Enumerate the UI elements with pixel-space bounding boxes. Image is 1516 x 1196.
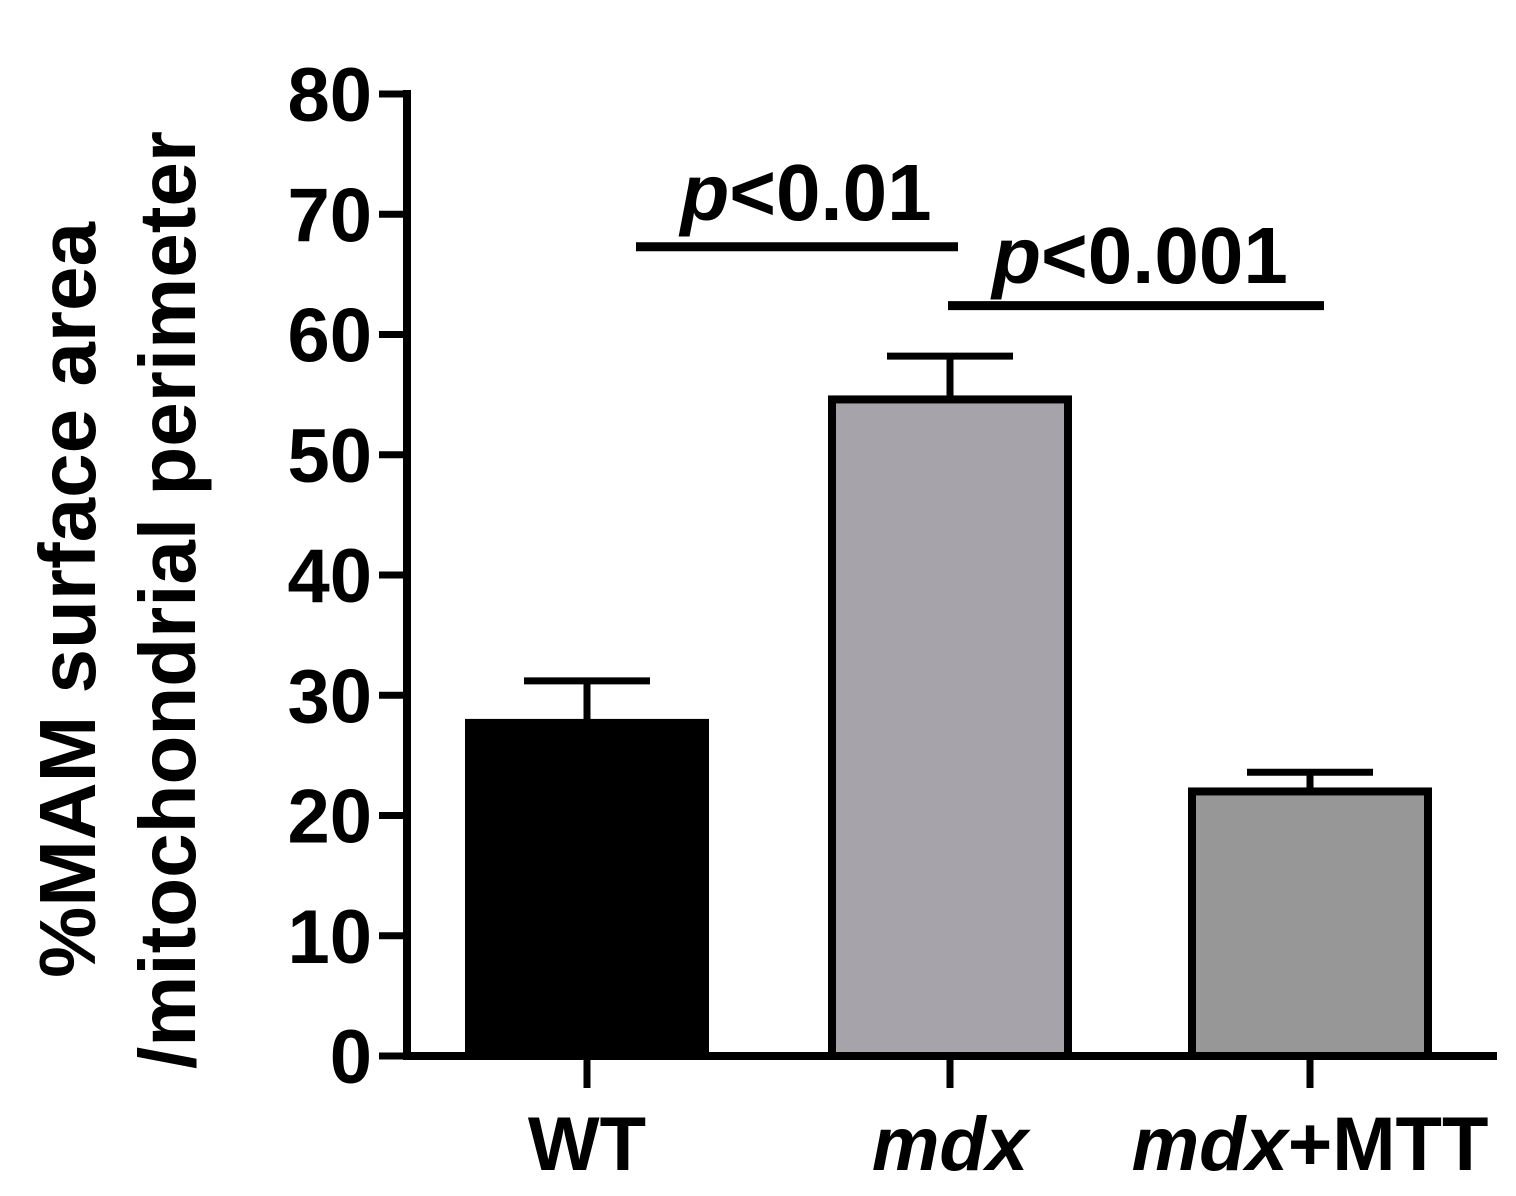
p-value-label: p<0.01 — [678, 148, 931, 237]
axes — [403, 90, 1497, 1088]
p-value-symbol: p — [678, 148, 729, 237]
x-tick-label: mdx+MTT — [1132, 1102, 1489, 1187]
x-tick-label-plain: +MTT — [1288, 1102, 1489, 1187]
x-tick-label-plain: WT — [528, 1102, 646, 1187]
y-tick-label: 40 — [287, 534, 372, 619]
y-tick-label: 70 — [287, 173, 372, 258]
y-tick-label: 10 — [287, 895, 372, 980]
x-axis-labels: WT mdx mdx+MTT — [528, 1102, 1488, 1187]
y-axis-title-line-1: %MAM surface area — [23, 222, 112, 978]
y-axis-ticks: 0 10 20 30 40 50 60 70 80 — [287, 53, 407, 1100]
significance-annotations: p<0.01p<0.001 — [636, 148, 1324, 311]
y-tick-label: 30 — [287, 654, 372, 739]
y-axis-title-line-2: /mitochondrial perimeter — [123, 131, 212, 1069]
x-tick-label-italic: mdx — [1132, 1102, 1291, 1187]
y-tick-label: 80 — [287, 53, 372, 138]
y-tick-label: 60 — [287, 294, 372, 379]
p-value-text: <0.01 — [729, 148, 931, 237]
p-value-symbol: p — [990, 211, 1041, 300]
x-tick-label: mdx — [872, 1102, 1031, 1187]
bar — [465, 718, 709, 1060]
y-axis-title: %MAM surface area /mitochondrial perimet… — [23, 131, 212, 1069]
y-tick-label: 20 — [287, 775, 372, 860]
x-tick-label-italic: mdx — [872, 1102, 1031, 1187]
bar — [828, 395, 1072, 1060]
bar — [1188, 787, 1432, 1060]
bars — [465, 352, 1432, 1060]
y-tick-label: 0 — [330, 1015, 372, 1100]
x-tick-label: WT — [528, 1102, 646, 1187]
y-tick-label: 50 — [287, 414, 372, 499]
p-value-text: <0.001 — [1041, 211, 1288, 300]
p-value-label: p<0.001 — [990, 211, 1288, 300]
